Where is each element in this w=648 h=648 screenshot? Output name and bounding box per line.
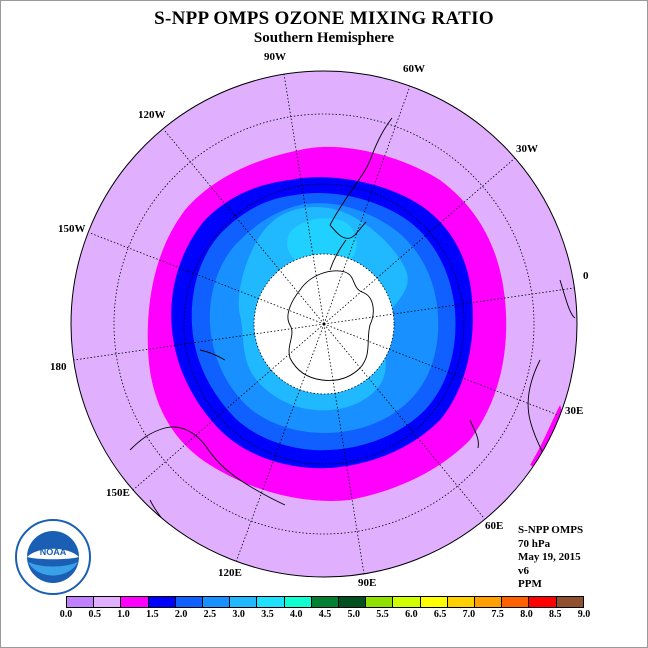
noaa-logo: NOAA (15, 519, 91, 595)
colorbar-tick-label: 5.0 (347, 609, 361, 620)
colorbar-swatch (339, 597, 367, 607)
lon-label-60w: 60W (403, 63, 425, 75)
colorbar-swatch (366, 597, 394, 607)
ozone-patch-30e (530, 405, 563, 470)
lon-label-150w: 150W (58, 223, 86, 235)
lon-label-90w: 90W (264, 51, 286, 63)
colorbar-tick-label: 8.0 (520, 609, 533, 620)
colorbar-swatch (94, 597, 122, 607)
lon-label-180: 180 (50, 361, 67, 373)
map-subtitle: Southern Hemisphere (253, 30, 395, 46)
colorbar-swatch (420, 597, 448, 607)
colorbar-tick-label: 4.5 (318, 609, 332, 620)
colorbar-swatch (284, 597, 312, 607)
colorbar-tick-label: 1.0 (117, 609, 130, 620)
colorbar-tick-label: 2.0 (174, 609, 188, 620)
colorbar-tick-label: 3.5 (261, 609, 274, 620)
info-instrument: S-NPP OMPS (518, 524, 584, 536)
colorbar-swatch (502, 597, 530, 607)
colorbar-swatch (67, 597, 95, 607)
colorbar-swatch (529, 597, 557, 607)
map-boundary (70, 70, 578, 578)
colorbar-swatch (148, 597, 176, 607)
colorbar-tick-label: 7.0 (462, 609, 476, 620)
colorbar-swatch (175, 597, 204, 607)
antarctic-peninsula (329, 239, 347, 271)
colorbar-tick-label: 0.0 (59, 609, 73, 620)
colorbar-swatch (311, 597, 340, 607)
noaa-logo-text: NOAA (40, 547, 67, 557)
madagascar-coastline (469, 419, 479, 449)
latitude-grid (113, 113, 535, 535)
colorbar-swatch (393, 597, 421, 607)
meridian-grid (73, 73, 575, 575)
colorbar-swatch (230, 597, 258, 607)
info-block: S-NPP OMPS 70 hPa May 19, 2015 v6 PPM (518, 524, 583, 592)
colorbar-swatch (447, 597, 476, 607)
lon-label-120e: 120E (218, 567, 242, 579)
map-title: S-NPP OMPS OZONE MIXING RATIO (154, 8, 494, 29)
colorbar-tick-label: 6.0 (405, 609, 418, 620)
south-america-coastline (329, 117, 393, 239)
colorbar-swatch (556, 597, 583, 607)
lon-label-120w: 120W (138, 109, 166, 121)
colorbar-tick-label: 8.5 (548, 609, 562, 620)
lon-label-60e: 60E (485, 520, 503, 532)
colorbar-swatch (475, 597, 503, 607)
colorbar-tick-label: 6.5 (433, 609, 447, 620)
south-pole-marker (322, 322, 326, 326)
lon-label-30w: 30W (516, 143, 538, 155)
lon-label-0: 0 (583, 270, 589, 282)
colorbar-ticks: 0.0 0.5 1.0 1.5 2.0 2.5 3.0 3.5 4.0 4.5 5.0 5.5 6.0 6… (0, 609, 648, 625)
info-date: May 19, 2015 (518, 551, 581, 563)
info-units: PPM (518, 578, 542, 590)
colorbar-tick-label: 3.0 (232, 609, 245, 620)
colorbar-tick-label: 9.0 (577, 609, 591, 620)
colorbar-swatch (121, 597, 149, 607)
colorbar-tick-label: 5.5 (376, 609, 389, 620)
colorbar-tick-label: 1.5 (146, 609, 159, 620)
colorbar-tick-label: 7.5 (491, 609, 504, 620)
colorbar-swatch (203, 597, 231, 607)
colorbar-swatch (257, 597, 285, 607)
colorbar-tick-label: 2.5 (203, 609, 217, 620)
antarctica-coastline (287, 270, 374, 381)
colorbar-tick-label: 0.5 (88, 609, 102, 620)
lon-label-150e: 150E (106, 487, 130, 499)
lon-label-30e: 30E (565, 405, 583, 417)
lon-label-90e: 90E (358, 577, 376, 589)
new-zealand-coastline (199, 349, 226, 361)
info-level: 70 hPa (518, 537, 551, 550)
colorbar (66, 596, 584, 608)
info-version: v6 (518, 564, 529, 577)
colorbar-tick-label: 4.0 (289, 609, 303, 620)
